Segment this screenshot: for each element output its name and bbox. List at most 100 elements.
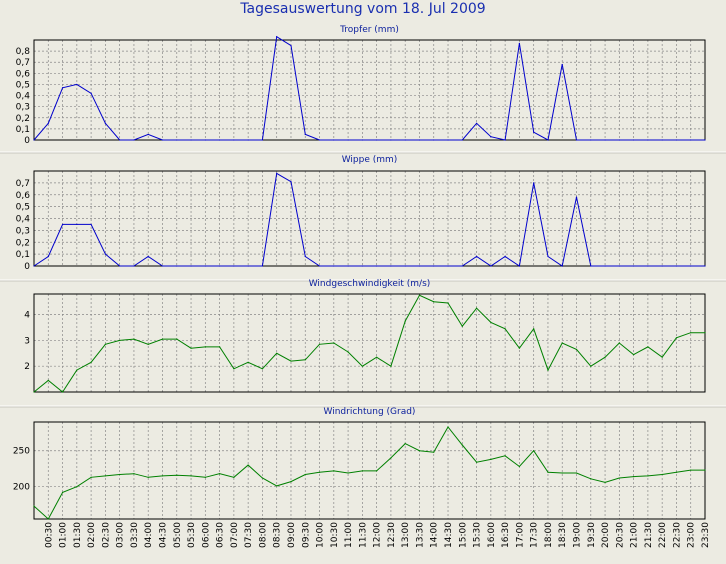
chart-panel-4: 200 250 Windrichtung (Grad) [13, 407, 706, 520]
data-point [433, 139, 435, 141]
data-point [604, 265, 606, 267]
data-point [490, 321, 492, 323]
data-point [390, 139, 392, 141]
x-tick-label: 21:30 [644, 522, 654, 548]
y-tick-label: 0,5 [16, 80, 30, 90]
x-tick-label: 09:00 [287, 522, 297, 548]
data-point [104, 343, 106, 345]
x-tick-label: 06:30 [216, 522, 226, 548]
data-point [361, 139, 363, 141]
x-tick-label: 03:00 [116, 522, 126, 548]
data-point [633, 354, 635, 356]
y-tick-label: 0,8 [16, 47, 31, 57]
data-point [276, 36, 278, 38]
x-tick-label: 10:30 [330, 522, 340, 548]
x-tick-label: 01:30 [73, 522, 83, 548]
data-point [218, 473, 221, 475]
data-point [290, 360, 292, 362]
data-point [533, 182, 535, 184]
data-point [90, 223, 92, 226]
data-point [376, 265, 378, 267]
data-point [504, 139, 506, 141]
y-tick-label: 2 [24, 362, 30, 372]
data-point [433, 451, 435, 453]
data-point [433, 265, 435, 267]
data-point [190, 265, 192, 267]
x-tick-label: 00:30 [44, 522, 54, 548]
data-point [247, 464, 249, 466]
data-point [304, 473, 306, 476]
data-point [176, 265, 178, 267]
x-tick-label: 05:00 [173, 522, 183, 548]
data-point [675, 337, 678, 339]
data-point [33, 265, 35, 267]
data-point [704, 332, 706, 334]
chart-panel-2: 0 0,1 0,2 0,30,4 0,5 0,6 0,7 Wippe (mm) [16, 155, 706, 272]
x-tick-label: 14:30 [444, 522, 454, 548]
data-point [247, 265, 249, 267]
data-point [119, 473, 121, 476]
data-point [690, 265, 692, 267]
data-point [47, 255, 49, 258]
data-point [247, 139, 249, 141]
y-tick-label: 0,1 [16, 125, 30, 135]
x-tick-label: 19:00 [573, 522, 583, 548]
chart-panel-3: 2 3 4 Windgeschwindigkeit (m/s) [24, 279, 706, 393]
data-point [33, 391, 35, 393]
data-point [475, 122, 478, 124]
x-tick-label: 12:00 [373, 522, 383, 548]
data-point [218, 265, 221, 267]
data-point [61, 391, 64, 393]
data-point [119, 139, 121, 141]
data-point [204, 346, 206, 348]
x-tick-label: 13:30 [415, 522, 425, 548]
data-point [618, 477, 620, 479]
x-tick-label: 12:30 [387, 522, 397, 548]
y-tick-label: 200 [13, 483, 30, 493]
x-tick-label: 21:00 [630, 522, 640, 548]
x-tick-label: 22:30 [672, 522, 682, 548]
data-point [647, 346, 649, 348]
series-line [33, 426, 705, 520]
y-tick-label: 0,7 [16, 179, 30, 189]
data-point [418, 139, 421, 141]
data-point [604, 139, 606, 141]
data-point [433, 301, 435, 303]
data-point [475, 461, 478, 463]
data-point [490, 458, 492, 460]
y-tick-label: 0,6 [16, 191, 31, 201]
data-point [147, 133, 149, 136]
data-point [218, 139, 221, 141]
data-point [690, 469, 692, 471]
data-point [133, 139, 135, 141]
data-point [333, 342, 335, 344]
data-point [704, 469, 706, 471]
y-tick-label: 0 [24, 262, 30, 272]
x-tick-label: 23:30 [701, 522, 711, 548]
data-point [318, 471, 321, 473]
data-point [575, 472, 578, 474]
x-tick-label: 05:30 [187, 522, 197, 548]
data-point [447, 426, 449, 428]
data-point [76, 223, 78, 226]
data-point [604, 356, 606, 358]
data-point [447, 302, 449, 304]
data-point [318, 343, 321, 345]
data-point [361, 470, 363, 472]
data-point [276, 352, 278, 354]
data-point [47, 122, 49, 124]
data-point [675, 471, 678, 473]
y-tick-label: 0,3 [16, 226, 30, 236]
data-point [504, 255, 506, 258]
data-point [190, 475, 192, 477]
data-point [575, 139, 578, 141]
data-point [675, 265, 678, 267]
x-tick-label: 07:00 [230, 522, 240, 548]
data-point [290, 181, 292, 183]
data-point [290, 44, 292, 47]
x-tick-label: 02:00 [87, 522, 97, 548]
data-point [333, 470, 335, 472]
y-tick-label: 0,2 [16, 238, 30, 248]
x-tick-label: 16:00 [487, 522, 497, 548]
data-point [104, 253, 106, 255]
